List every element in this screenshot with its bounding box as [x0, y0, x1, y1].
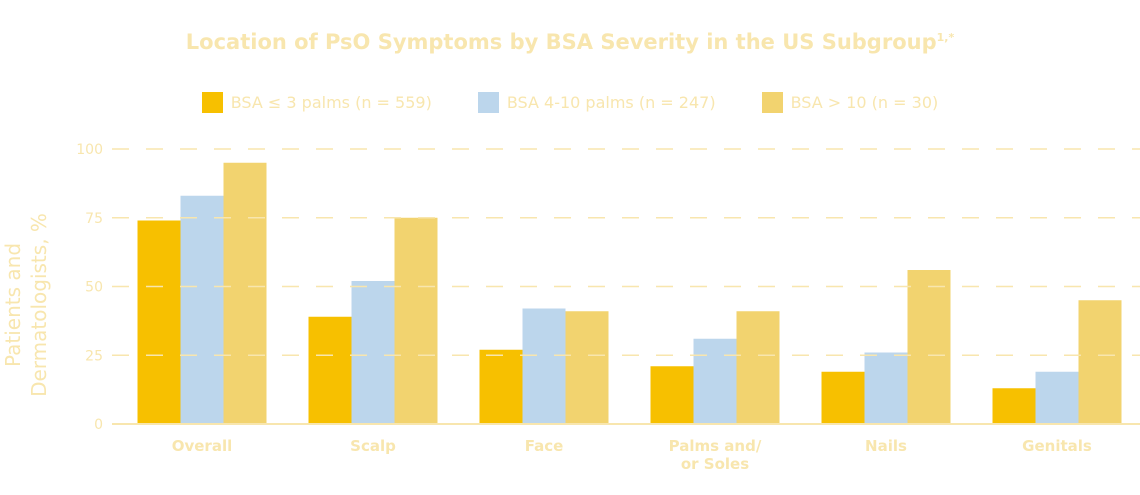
legend-swatch — [201, 92, 223, 113]
bar — [693, 338, 737, 424]
x-tick-label: or Soles — [681, 455, 749, 473]
legend-item: BSA 4-10 palms (n = 247) — [477, 92, 716, 113]
legend-swatch — [761, 92, 783, 113]
y-axis-label-line: Dermatologists, % — [27, 213, 51, 397]
y-tick-label: 75 — [85, 211, 103, 227]
x-tick-label: Nails — [865, 437, 907, 455]
bar — [907, 270, 951, 424]
legend-label: BSA > 10 (n = 30) — [790, 93, 939, 112]
bar — [394, 217, 438, 424]
legend: BSA ≤ 3 palms (n = 559) BSA 4-10 palms (… — [0, 92, 1140, 113]
chart-title-text: Location of PsO Symptoms by BSA Severity… — [185, 30, 937, 54]
bar — [1035, 371, 1079, 424]
y-tick-label: 50 — [85, 280, 103, 296]
bar — [223, 162, 267, 424]
x-tick-label: Scalp — [350, 437, 396, 455]
x-tick-label: Genitals — [1022, 437, 1092, 455]
legend-label: BSA 4-10 palms (n = 247) — [506, 93, 716, 112]
bar — [1078, 300, 1122, 424]
y-tick-label: 25 — [85, 348, 103, 364]
legend-label: BSA ≤ 3 palms (n = 559) — [230, 93, 432, 112]
bar — [479, 349, 523, 424]
legend-item: BSA > 10 (n = 30) — [761, 92, 939, 113]
bar — [821, 371, 865, 424]
bar — [864, 352, 908, 424]
bar — [650, 366, 694, 424]
y-tick-label: 100 — [76, 142, 103, 158]
chart-title: Location of PsO Symptoms by BSA Severity… — [0, 30, 1140, 54]
x-tick-label: Face — [525, 437, 564, 455]
y-tick-label: 0 — [94, 417, 103, 433]
bar — [137, 220, 181, 424]
bar — [180, 195, 224, 424]
legend-item: BSA ≤ 3 palms (n = 559) — [201, 92, 432, 113]
bar — [565, 311, 609, 424]
bar — [522, 308, 566, 424]
legend-swatch — [477, 92, 499, 113]
bar — [351, 281, 395, 424]
x-tick-label: Palms and/ — [669, 437, 762, 455]
bar — [736, 311, 780, 424]
title-superscript: 1,* — [936, 31, 955, 44]
y-axis-label: Patients and Dermatologists, % — [1, 213, 51, 397]
x-tick-label: Overall — [172, 437, 233, 455]
bar — [308, 316, 352, 424]
bar — [992, 388, 1036, 424]
y-axis-label-line: Patients and — [1, 243, 25, 367]
